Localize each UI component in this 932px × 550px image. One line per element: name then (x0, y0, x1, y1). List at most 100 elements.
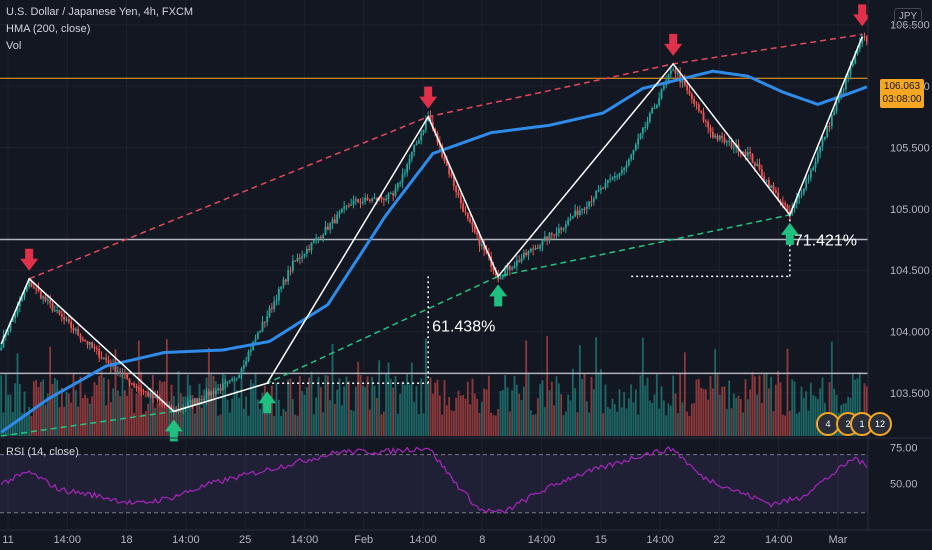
volume-bar (438, 395, 441, 436)
volume-bar (347, 381, 350, 436)
volume-bar (760, 402, 763, 436)
volume-bar (742, 412, 745, 436)
candle-body (795, 198, 798, 204)
volume-bar (98, 375, 101, 436)
time-tick-label: 18 (120, 534, 132, 546)
volume-bar (135, 393, 138, 436)
down-arrow-icon (664, 33, 683, 56)
volume-bar (217, 415, 220, 436)
candle-body (105, 357, 108, 361)
volume-bar (851, 374, 854, 436)
volume-bar (140, 371, 143, 436)
candle-body (513, 265, 516, 269)
candle-body (611, 177, 614, 179)
candle-body (126, 373, 129, 379)
volume-bar (613, 404, 616, 436)
candle-body (74, 329, 77, 331)
volume-bar (702, 389, 705, 436)
candle-body (81, 338, 84, 341)
volume-bar (637, 414, 640, 436)
volume-bar (697, 378, 700, 436)
volume-bar (88, 403, 91, 436)
currency-button[interactable]: JPY (894, 8, 922, 26)
volume-bar (777, 371, 780, 436)
volume-bar (578, 345, 581, 436)
candle-body (599, 187, 602, 191)
volume-bar (457, 390, 460, 436)
candle-body (732, 147, 735, 149)
volume-bar (133, 412, 136, 436)
volume-bar (336, 389, 339, 436)
candle-body (359, 202, 362, 204)
candle-body (851, 63, 854, 67)
volume-legend[interactable]: Vol (6, 40, 22, 52)
candle-body (72, 327, 75, 331)
up-arrow-icon (258, 391, 277, 414)
candle-body (263, 321, 266, 323)
volume-bar (123, 390, 126, 436)
volume-bar (256, 399, 259, 436)
candle-body (756, 163, 759, 166)
candle-body (597, 190, 600, 192)
candle-body (154, 396, 157, 398)
candle-body (410, 151, 413, 159)
candle-body (457, 192, 460, 196)
candle-body (688, 90, 691, 94)
candle-body (508, 265, 511, 270)
volume-bar (385, 373, 388, 436)
candle-body (210, 391, 213, 396)
volume-bar (422, 413, 425, 436)
volume-bar (466, 381, 469, 436)
volume-bar (527, 373, 530, 436)
volume-bar (324, 375, 327, 436)
candle-body (702, 112, 705, 121)
candle-body (683, 80, 686, 86)
candle-body (401, 174, 404, 183)
candle-body (385, 198, 388, 201)
candle-body (249, 350, 252, 352)
candle-body (625, 165, 628, 169)
volume-bar (252, 383, 255, 436)
volume-bar (114, 349, 117, 436)
time-tick-label: 14:00 (765, 534, 793, 546)
candle-body (662, 85, 665, 90)
volume-bar (641, 337, 644, 436)
volume-bar (340, 405, 343, 436)
volume-bar (205, 377, 208, 436)
volume-bar (247, 415, 250, 436)
volume-bar (254, 373, 257, 436)
measurement-tools: 61.438% 71.421% (267, 214, 857, 384)
avatar[interactable]: 12 (868, 412, 892, 436)
volume-bar (144, 410, 147, 436)
candle-body (298, 257, 301, 259)
volume-bar (37, 387, 40, 436)
volume-bar (648, 400, 651, 436)
candle-body (770, 185, 773, 188)
symbol-legend[interactable]: U.S. Dollar / Japanese Yen, 4h, FXCM (6, 6, 194, 18)
candle-body (256, 332, 259, 339)
candle-body (224, 382, 227, 384)
candle-body (588, 201, 591, 207)
candle-body (466, 212, 469, 219)
candle-body (149, 393, 152, 397)
volume-bar (149, 387, 152, 436)
volume-bar (569, 400, 572, 436)
candle-body (546, 236, 549, 241)
volume-bar (221, 373, 224, 436)
volume-bar (681, 402, 684, 436)
candle-body (189, 400, 192, 403)
rsi-legend[interactable]: RSI (14, close) (6, 446, 79, 458)
volume-bar (557, 383, 560, 436)
candle-body (707, 121, 710, 128)
hma-legend[interactable]: HMA (200, close) (6, 23, 91, 35)
candle-body (193, 398, 196, 405)
volume-bar (284, 411, 287, 436)
candle-body (280, 286, 283, 290)
volume-bar (667, 403, 670, 436)
volume-bar (735, 397, 738, 436)
volume-bar (779, 382, 782, 436)
volume-bar (193, 413, 196, 436)
volume-bar (67, 393, 70, 436)
candle-body (655, 105, 658, 108)
